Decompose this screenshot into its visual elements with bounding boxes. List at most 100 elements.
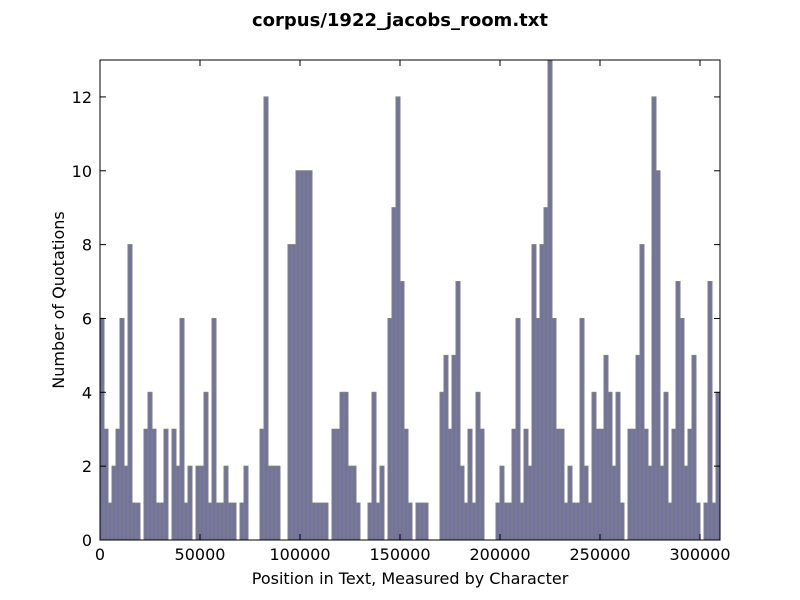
bar xyxy=(111,465,117,541)
bar xyxy=(339,391,345,541)
bar xyxy=(231,502,237,541)
bar xyxy=(319,502,325,541)
bar xyxy=(503,502,509,541)
bar xyxy=(471,502,477,541)
bar xyxy=(607,391,613,541)
bar xyxy=(367,502,373,541)
bar xyxy=(259,428,265,541)
bar xyxy=(171,428,177,541)
bar xyxy=(351,465,357,541)
bar xyxy=(695,502,701,541)
bar xyxy=(147,391,153,541)
bar xyxy=(287,244,293,541)
bar xyxy=(379,465,385,541)
bar xyxy=(539,244,545,541)
bar xyxy=(563,502,569,541)
bar xyxy=(683,465,689,541)
bar xyxy=(711,502,717,541)
bar xyxy=(591,391,597,541)
bar xyxy=(227,502,233,541)
bar xyxy=(679,317,685,541)
y-tick-label: 6 xyxy=(82,309,92,328)
bar xyxy=(391,207,397,541)
bar xyxy=(643,428,649,541)
bar xyxy=(639,244,645,541)
bar xyxy=(511,428,517,541)
bar xyxy=(211,317,217,541)
bar xyxy=(459,465,465,541)
bar xyxy=(467,428,473,541)
bar xyxy=(527,465,533,541)
y-tick-label: 10 xyxy=(72,162,92,181)
bar xyxy=(263,96,269,541)
bar xyxy=(595,428,601,541)
x-tick-label: 200000 xyxy=(469,545,530,564)
plot-frame xyxy=(99,59,721,541)
bar xyxy=(603,354,609,541)
bar xyxy=(335,428,341,541)
bar xyxy=(543,207,549,541)
bar xyxy=(567,465,573,541)
bar xyxy=(671,428,677,541)
bar xyxy=(519,502,525,541)
bar xyxy=(407,502,413,541)
y-tick-label: 12 xyxy=(72,88,92,107)
x-tick-label: 50000 xyxy=(175,545,226,564)
bar xyxy=(447,428,453,541)
x-tick-label: 0 xyxy=(95,545,105,564)
bar xyxy=(691,354,697,541)
bar xyxy=(571,502,577,541)
bar xyxy=(187,465,193,541)
bar xyxy=(703,502,709,541)
bar xyxy=(271,465,277,541)
bar xyxy=(175,465,181,541)
bar xyxy=(479,428,485,541)
bar xyxy=(143,428,149,541)
bar xyxy=(371,391,377,541)
bar xyxy=(619,502,625,541)
bar xyxy=(635,354,641,541)
bar xyxy=(151,428,157,541)
bar xyxy=(655,170,661,541)
bar xyxy=(667,502,673,541)
bar xyxy=(551,317,557,541)
bar xyxy=(223,465,229,541)
bar xyxy=(135,502,141,541)
bar xyxy=(455,281,461,541)
bar xyxy=(331,428,337,541)
bar xyxy=(275,465,281,541)
y-tick-label: 2 xyxy=(82,457,92,476)
bar xyxy=(523,428,529,541)
bar xyxy=(587,502,593,541)
bar xyxy=(419,502,425,541)
bar xyxy=(535,317,541,541)
bar xyxy=(199,465,205,541)
bar xyxy=(399,281,405,541)
bar xyxy=(207,502,213,541)
bar xyxy=(579,317,585,541)
bar xyxy=(303,170,309,541)
bar xyxy=(323,502,329,541)
bar xyxy=(631,428,637,541)
bar xyxy=(215,502,221,541)
bar xyxy=(507,502,513,541)
bar xyxy=(707,281,713,541)
bar xyxy=(395,96,401,541)
bar xyxy=(611,465,617,541)
bar xyxy=(531,244,537,541)
bar xyxy=(687,428,693,541)
bar xyxy=(115,428,121,541)
chart-title: corpus/1922_jacobs_room.txt xyxy=(252,10,548,31)
bar xyxy=(103,428,109,541)
bar xyxy=(239,502,245,541)
bar xyxy=(599,428,605,541)
bar xyxy=(127,244,133,541)
bar xyxy=(515,317,521,541)
bar xyxy=(159,502,165,541)
bar xyxy=(555,428,561,541)
bar xyxy=(403,428,409,541)
y-tick-label: 0 xyxy=(82,531,92,550)
bar xyxy=(415,502,421,541)
bar xyxy=(375,502,381,541)
